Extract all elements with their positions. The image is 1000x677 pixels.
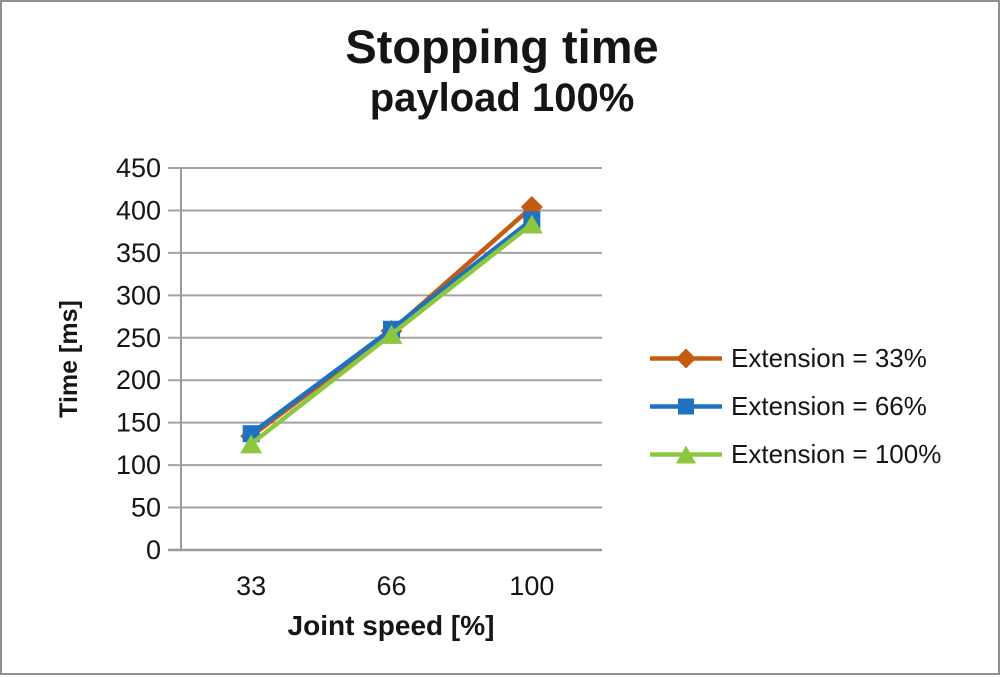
- y-tick-label: 450: [116, 153, 161, 183]
- y-axis-title: Time [ms]: [55, 300, 83, 418]
- chart-title: Stopping time: [345, 20, 659, 73]
- chart-title-block: Stopping time payload 100%: [2, 20, 1000, 121]
- y-tick-label: 250: [116, 323, 161, 353]
- y-tick-label: 200: [116, 365, 161, 395]
- legend-label: Extension = 66%: [731, 391, 927, 421]
- legend-item-extension-66: Extension = 66%: [650, 391, 941, 421]
- triangle-marker: [240, 434, 263, 454]
- legend-item-extension-33: Extension = 33%: [650, 343, 941, 373]
- x-tick-label: 33: [236, 571, 266, 601]
- legend-label: Extension = 100%: [731, 439, 942, 469]
- triangle-marker: [380, 324, 403, 344]
- x-tick-label: 100: [509, 571, 554, 601]
- x-tick-label: 66: [376, 571, 406, 601]
- legend-item-extension-100: Extension = 100%: [650, 439, 942, 469]
- y-tick-label: 150: [116, 408, 161, 438]
- chart-subtitle: payload 100%: [369, 76, 635, 121]
- y-tick-label: 100: [116, 450, 161, 480]
- y-tick-label: 400: [116, 195, 161, 225]
- y-tick-label: 50: [131, 493, 161, 523]
- legend-label: Extension = 33%: [731, 343, 927, 373]
- triangle-marker-icon: [650, 445, 722, 464]
- x-axis-title: Joint speed [%]: [287, 610, 495, 641]
- square-marker-icon: [650, 398, 722, 415]
- y-tick-label: 0: [146, 535, 161, 565]
- triangle-marker: [520, 214, 543, 234]
- legend: Extension = 33% Extension = 66% Extensio…: [650, 343, 942, 469]
- y-tick-label: 350: [116, 238, 161, 268]
- diamond-marker-icon: [650, 348, 722, 369]
- y-tick-label: 300: [116, 280, 161, 310]
